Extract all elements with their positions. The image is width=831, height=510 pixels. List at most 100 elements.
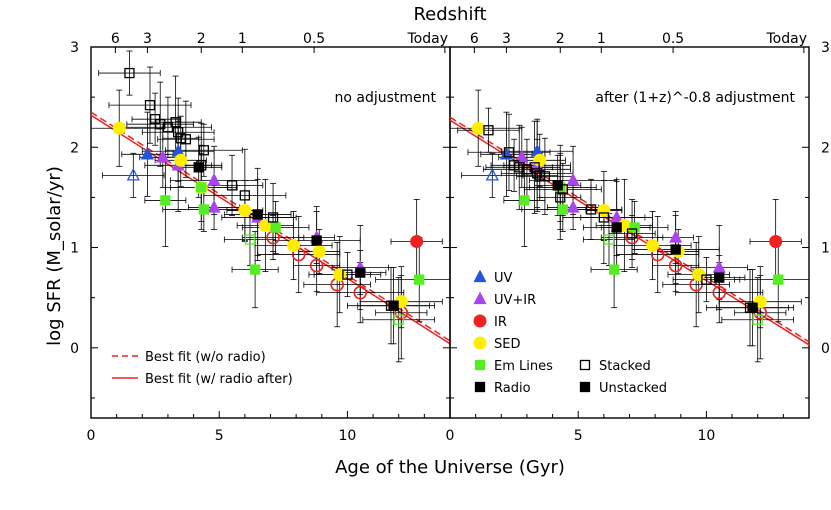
point-stacked [226,180,238,191]
legend-label: IR [494,315,507,330]
point-em-lines-open [244,234,256,245]
point-stacked [555,192,566,203]
redshift-tick-label: 3 [143,31,152,47]
point-stacked [267,212,279,223]
redshift-tick-label: 1 [238,31,247,47]
point-stacked [585,204,597,215]
point-sed [287,239,301,253]
redshift-tick-label: 3 [502,31,511,47]
redshift-tick-label: 1 [597,31,606,47]
point-em-lines [519,195,530,206]
point-uv-ir [515,149,529,163]
point-stacked [539,171,551,182]
legend-label: Unstacked [599,381,667,396]
point-em-lines [198,204,209,215]
point-stacked [521,164,533,175]
x-tick-label: 10 [698,428,716,444]
redshift-tick-label: 2 [556,31,565,47]
panel-title: no adjustment [334,90,436,106]
legend-marker [473,269,487,283]
redshift-tick-label: 6 [111,31,120,47]
point-stacked [483,125,494,136]
point-radio [193,162,204,173]
point-em-lines [160,195,171,206]
point-stacked [239,190,251,201]
point-uv-ir [566,200,580,213]
x-tick-label: 10 [339,428,357,444]
point-stacked [124,67,135,79]
point-stacked [144,100,156,111]
point-uv-ir [610,210,624,223]
point-stacked [701,274,712,285]
y-tick-label: 0 [821,341,830,357]
point-stacked [180,134,192,145]
point-ir-open [353,285,368,300]
point-stacked [155,119,166,130]
point-stacked [514,162,525,173]
point-radio [252,209,263,220]
point-ir-open [712,285,727,300]
point-sed [646,239,660,253]
y-axis-label: log SFR (M_solar/yr) [44,166,65,346]
point-ir-open [309,258,324,273]
redshift-tick-label: 0.5 [662,31,684,47]
legend-marker [473,314,487,328]
panel-no-adjustment: 0 5 10 0 1 2 3 6 3 2 1 0.5 Today no adjustment Best fi… [70,31,451,444]
point-em-lines-open [393,314,404,325]
point-stacked [173,127,184,138]
x-tick-label: 0 [87,428,96,444]
x-tick-label: 5 [215,428,224,444]
legend-label: UV+IR [494,293,536,308]
point-em-lines [249,264,261,275]
point-em-lines [773,274,784,285]
y-tick-label: 3 [70,40,79,56]
figure-title-redshift: Redshift [413,4,486,25]
redshift-tick-label: Today [766,31,808,47]
point-em-lines [270,222,281,233]
point-radio [714,272,725,283]
y-tick-label: 1 [70,241,79,257]
point-em-lines [196,182,207,193]
point-ir-open [668,258,683,273]
point-sed [312,245,326,259]
point-ir [410,235,424,249]
y-tick-label: 2 [70,140,79,156]
point-uv-ir [566,172,580,186]
panel-title: after (1+z)^-0.8 adjustment [595,90,795,106]
legend-marker [474,381,486,393]
redshift-tick-label: 2 [197,31,206,47]
point-stacked [342,269,353,280]
legend-label: SED [494,337,520,352]
point-sed [471,121,485,135]
point-sed [112,121,126,135]
point-uv-open [126,167,140,181]
redshift-tick-label: 6 [470,31,479,47]
legend-marker [473,336,487,350]
point-radio [747,302,758,313]
legend-marker [473,291,487,305]
point-stacked [598,212,610,223]
point-stacked [170,117,181,128]
x-axis-label: Age of the Universe (Gyr) [335,457,565,478]
point-radio [388,300,399,311]
point-stacked [532,168,543,179]
point-uv-open [485,167,499,181]
point-em-lines [557,204,568,215]
point-sed [258,218,272,232]
legend-label: Radio [494,381,531,396]
y-tick-label: 1 [821,241,830,257]
point-radio [670,244,681,255]
point-radio [311,235,322,246]
y-tick-label: 3 [821,40,830,56]
panel-after-adjustment: 0 5 10 0 1 2 3 6 3 2 1 0.5 Today after (1+z)^-0.8 adj… [446,31,830,444]
point-em-lines-open [603,234,615,245]
point-stacked [626,228,638,239]
point-uv-ir [207,172,221,186]
point-ir [769,235,783,249]
legend-label: Best fit (w/o radio) [145,350,266,365]
redshift-tick-label: Today [407,31,449,47]
point-em-lines [414,274,425,285]
legend-marker [579,381,591,393]
point-em-lines-open [752,314,763,325]
